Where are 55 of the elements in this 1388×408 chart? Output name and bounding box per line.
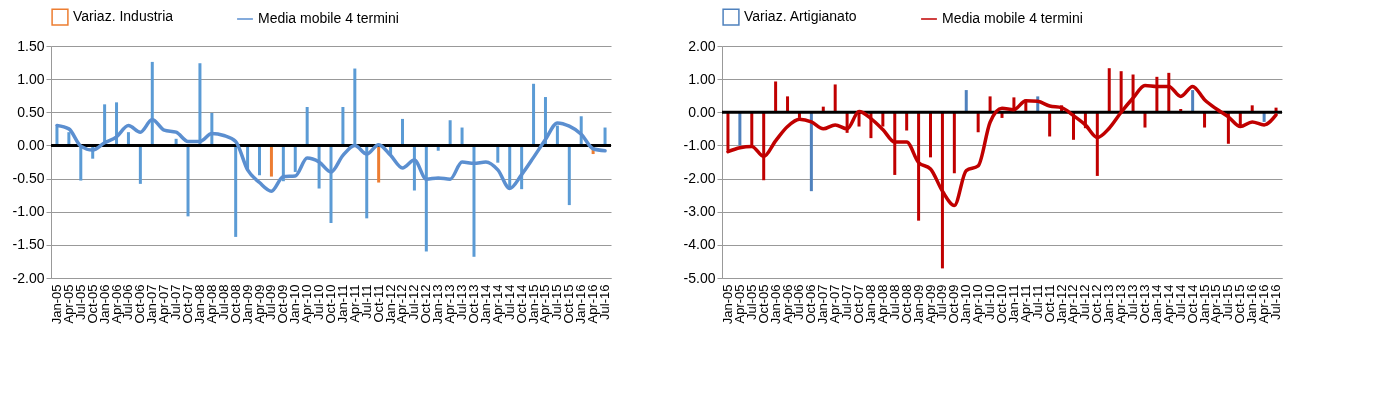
- y-tick-label: -1.50: [12, 236, 45, 253]
- y-tick-label: -2.00: [12, 269, 45, 286]
- bar: [1095, 112, 1099, 176]
- bar: [305, 106, 309, 146]
- bar: [857, 112, 861, 127]
- legend-label: Media mobile 4 termini: [258, 10, 399, 26]
- y-tick-label: 2.00: [688, 37, 716, 54]
- bar: [532, 83, 536, 146]
- bar: [448, 120, 452, 146]
- bar: [952, 112, 956, 174]
- legend-label: Variaz. Artigianato: [744, 8, 857, 25]
- bar: [555, 125, 559, 146]
- bar: [138, 145, 142, 184]
- y-tick-label: -4.00: [683, 236, 716, 253]
- y-tick-label: -5.00: [683, 269, 716, 286]
- bar: [1107, 68, 1111, 113]
- legend-label: Media mobile 4 termini: [942, 10, 1083, 26]
- bar: [186, 145, 190, 217]
- y-tick-label: -2.00: [683, 170, 716, 187]
- bar: [1191, 90, 1195, 113]
- bar: [893, 112, 897, 175]
- bar: [1048, 112, 1052, 137]
- bar: [508, 145, 512, 189]
- y-tick-label: 1.00: [688, 70, 716, 87]
- y-tick-label: 0.00: [17, 136, 45, 153]
- bar: [833, 84, 837, 113]
- bar: [976, 112, 980, 133]
- bar: [988, 96, 992, 113]
- bar: [341, 106, 345, 146]
- y-tick-label: -1.00: [12, 203, 45, 220]
- bar: [293, 145, 297, 172]
- bar: [258, 145, 262, 176]
- bar: [809, 112, 813, 192]
- y-tick-label: 1.00: [17, 70, 45, 87]
- bar: [964, 90, 968, 113]
- bar: [738, 112, 742, 146]
- bar: [79, 145, 83, 181]
- bar: [567, 145, 571, 206]
- bar: [400, 118, 404, 146]
- bar: [774, 81, 778, 113]
- bar: [750, 112, 754, 146]
- y-tick-label: 0.50: [17, 103, 45, 120]
- bar: [929, 112, 933, 158]
- bar: [377, 145, 381, 183]
- x-tick-label: Jan-05: [48, 284, 64, 325]
- y-tick-label: 1.50: [17, 37, 45, 54]
- bar: [269, 145, 273, 177]
- bar: [786, 96, 790, 113]
- legend-label: Variaz. Industria: [73, 8, 174, 25]
- bar: [762, 112, 766, 181]
- y-tick-label: -1.00: [683, 136, 716, 153]
- x-tick-label: Jan-05: [719, 284, 735, 325]
- y-tick-label: 0.00: [688, 103, 716, 120]
- y-tick-label: -0.50: [12, 170, 45, 187]
- y-tick-label: -3.00: [683, 203, 716, 220]
